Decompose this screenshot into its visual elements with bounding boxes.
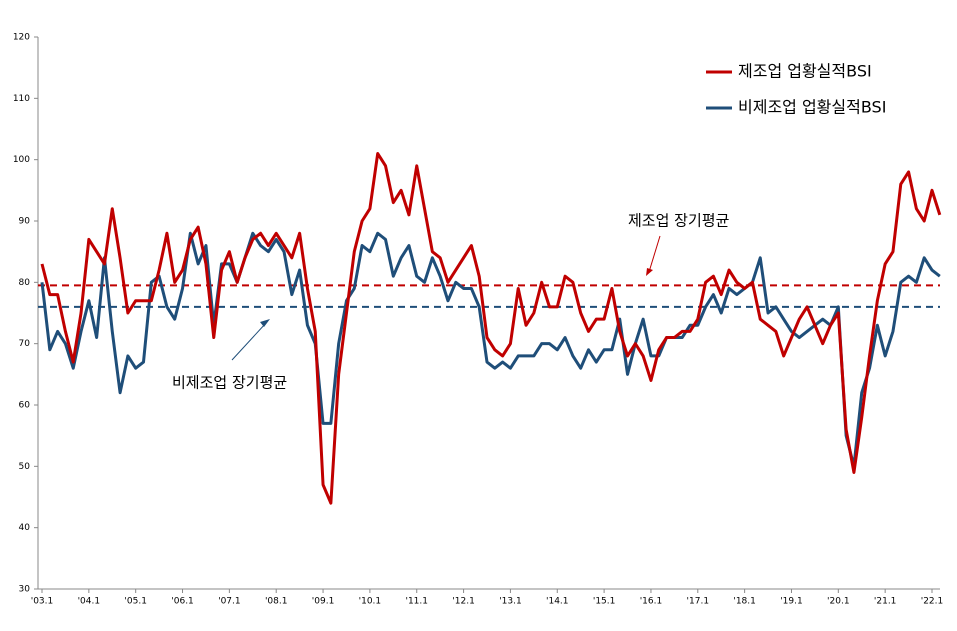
x-tick-label: '07.1 (218, 597, 241, 607)
x-tick-label: '17.1 (687, 597, 710, 607)
x-tick-label: '18.1 (733, 597, 756, 607)
x-tick-label: '03.1 (31, 597, 54, 607)
x-tick-label: '20.1 (827, 597, 850, 607)
x-tick-label: '22.1 (921, 597, 944, 607)
y-tick-label: 70 (19, 339, 31, 349)
arrow (648, 235, 661, 273)
y-tick-label: 90 (19, 217, 31, 227)
series-line (40, 231, 941, 468)
x-tick-label: '08.1 (265, 597, 288, 607)
series-line (40, 152, 942, 505)
arrow-head (260, 319, 270, 327)
x-tick-label: '13.1 (499, 597, 522, 607)
x-tick-label: '09.1 (312, 597, 335, 607)
x-tick-label: '06.1 (171, 597, 194, 607)
x-tick-label: '05.1 (124, 597, 147, 607)
x-tick-label: '12.1 (452, 597, 475, 607)
arrow-head (646, 268, 653, 276)
annotation: 제조업 장기평균 (628, 212, 730, 230)
y-tick-label: 110 (13, 94, 30, 104)
legend-label: 제조업 업황실적BSI (738, 62, 872, 81)
x-tick-label: '14.1 (546, 597, 569, 607)
y-tick-label: 60 (19, 401, 31, 411)
annotation: 비제조업 장기평균 (172, 374, 287, 392)
y-tick-label: 80 (19, 278, 31, 288)
y-tick-label: 100 (13, 155, 30, 165)
y-tick-label: 120 (13, 33, 30, 43)
y-tick-label: 50 (19, 462, 31, 472)
x-tick-label: '10.1 (359, 597, 382, 607)
x-tick-label: '04.1 (78, 597, 101, 607)
x-tick-label: '11.1 (405, 597, 428, 607)
x-tick-label: '16.1 (640, 597, 663, 607)
x-tick-label: '21.1 (874, 597, 897, 607)
x-tick-label: '15.1 (593, 597, 616, 607)
arrow (231, 322, 267, 361)
legend-label: 비제조업 업황실적BSI (738, 98, 886, 117)
y-tick-label: 40 (19, 523, 31, 533)
x-tick-label: '19.1 (780, 597, 803, 607)
y-tick-label: 30 (19, 585, 31, 595)
